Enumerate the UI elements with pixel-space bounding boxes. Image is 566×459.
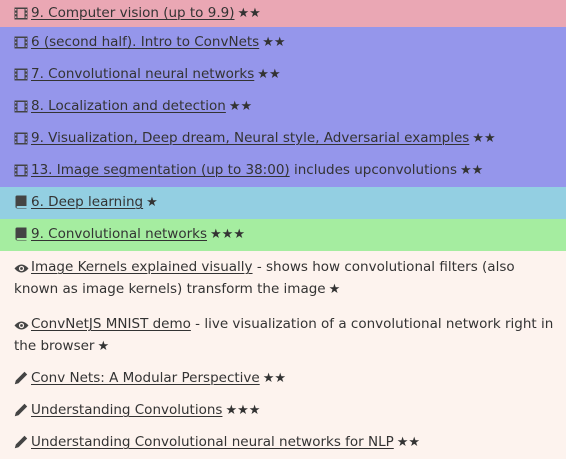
rating-stars: ★★ [262,35,286,50]
resource-link[interactable]: Image Kernels explained visually [31,259,253,275]
pencil-icon [14,434,30,454]
resource-note: - live visualization of a convolutional … [14,316,554,354]
list-item: Conv Nets: A Modular Perspective ★★ [0,363,566,395]
film-icon [14,34,30,54]
list-item: 9. Convolutional networks ★★★ [0,219,566,251]
resource-link[interactable]: Understanding Convolutional neural netwo… [31,434,394,450]
list-item: 13. Image segmentation (up to 38:00) inc… [0,155,566,187]
rating-stars: ★★ [396,435,421,450]
film-icon [14,162,30,182]
film-icon [14,66,30,86]
rating-stars: ★ [328,282,341,297]
resource-link[interactable]: ConvNetJS MNIST demo [31,316,191,332]
rating-stars: ★★ [472,131,496,146]
rating-stars: ★★★ [210,227,245,242]
list-item: 6 (second half). Intro to ConvNets ★★ [0,27,566,59]
film-icon [14,98,30,118]
list-item: Understanding Convolutional neural netwo… [0,427,566,459]
book-icon [14,194,30,214]
rating-stars: ★★ [257,67,281,82]
rating-stars: ★★ [262,371,287,386]
rating-stars: ★★★ [225,403,261,418]
pencil-icon [14,402,30,422]
resource-link[interactable]: Understanding Convolutions [31,402,223,418]
resource-note: includes upconvolutions [289,162,458,178]
pencil-icon [14,370,30,390]
resource-note: - shows how convolutional filters (also … [14,259,515,297]
rating-stars: ★★ [228,99,253,114]
list-item: 7. Convolutional neural networks ★★ [0,59,566,91]
list-item: 9. Computer vision (up to 9.9) ★★ [0,0,566,27]
list-item: Understanding Convolutions ★★★ [0,395,566,427]
eye-icon [14,316,30,336]
resource-link[interactable]: 8. Localization and detection [31,98,226,114]
rating-stars: ★ [97,339,110,354]
eye-icon [14,259,30,279]
book-icon [14,226,30,246]
resource-link[interactable]: 9. Computer vision (up to 9.9) [31,4,235,21]
film-icon [14,130,30,150]
list-item: 8. Localization and detection ★★ [0,91,566,123]
list-item: ConvNetJS MNIST demo - live visualizatio… [0,306,566,363]
list-item: 9. Visualization, Deep dream, Neural sty… [0,123,566,155]
resource-link[interactable]: 7. Convolutional neural networks [31,66,255,82]
rating-stars: ★ [146,195,158,210]
list-item: Image Kernels explained visually - shows… [0,251,566,306]
resource-link[interactable]: 6. Deep learning [31,194,144,210]
resource-link[interactable]: 13. Image segmentation (up to 38:00) [31,162,290,178]
resource-link[interactable]: 9. Convolutional networks [31,226,208,242]
resource-link[interactable]: Conv Nets: A Modular Perspective [31,370,260,386]
rating-stars: ★★ [237,5,261,21]
resource-link[interactable]: 9. Visualization, Deep dream, Neural sty… [31,130,470,146]
resource-link[interactable]: 6 (second half). Intro to ConvNets [31,34,260,50]
rating-stars: ★★ [460,163,484,178]
list-item: 6. Deep learning ★ [0,187,566,219]
film-icon [14,5,30,25]
